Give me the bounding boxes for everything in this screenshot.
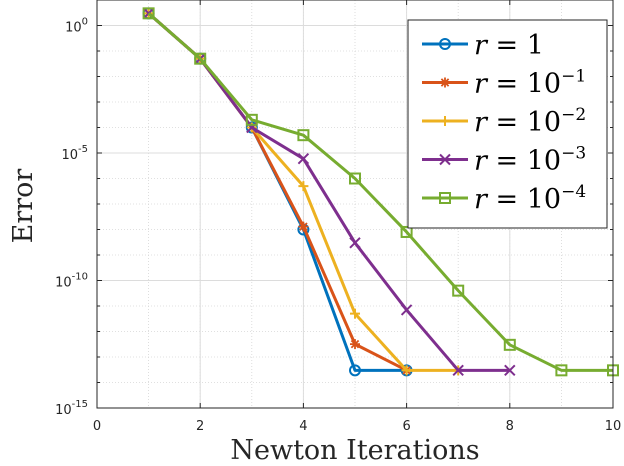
x-tick-label: 4 — [299, 419, 307, 434]
data-point — [555, 364, 568, 377]
y-tick-label: 10-15 — [55, 399, 88, 418]
data-point — [297, 129, 310, 142]
legend-marker — [439, 153, 451, 166]
x-tick-label: 0 — [93, 419, 101, 434]
legend: r = 1 r = 10−1 r = 10−2 r = 10−3 r = 10−4 — [407, 19, 608, 229]
data-point — [349, 364, 361, 377]
data-point — [298, 181, 309, 192]
x-tick-label: 2 — [196, 419, 204, 434]
data-point — [401, 365, 412, 376]
data-point — [245, 113, 258, 126]
data-point — [504, 364, 516, 377]
legend-label: r = 10−2 — [474, 105, 586, 138]
data-point — [503, 338, 516, 351]
legend-item: r = 10−4 — [422, 182, 586, 215]
series-layer — [142, 7, 619, 377]
data-point — [142, 7, 155, 20]
data-point — [400, 225, 413, 238]
legend-item: r = 10−2 — [422, 105, 586, 138]
y-tick-label: 10-10 — [55, 272, 88, 291]
x-tick-label: 8 — [506, 419, 514, 434]
series-line — [147, 12, 613, 372]
legend-item: r = 10−1 — [422, 67, 586, 100]
y-tick-label: 100 — [65, 17, 88, 36]
data-point — [350, 339, 360, 350]
x-tick-label: 10 — [605, 419, 622, 434]
x-tick-labels: 0 2 4 6 8 10 — [93, 419, 621, 434]
y-tick-labels: 100 10-5 10-10 10-15 — [55, 17, 88, 419]
legend-marker — [439, 38, 451, 50]
legend-marker — [440, 116, 450, 126]
legend-item: r = 10−3 — [422, 144, 586, 177]
y-axis-title: Error — [8, 169, 39, 244]
data-point — [298, 221, 309, 232]
data-point — [452, 284, 465, 297]
x-axis-title: Newton Iterations — [230, 435, 479, 466]
data-point — [350, 308, 360, 319]
x-tick-label: 6 — [402, 419, 410, 434]
data-point — [194, 52, 207, 65]
data-point — [349, 172, 361, 185]
data-point — [349, 237, 361, 249]
legend-label: r = 10−1 — [474, 67, 586, 100]
legend-marker — [440, 77, 450, 88]
legend-label: r = 1 — [474, 30, 544, 61]
legend-label: r = 10−3 — [474, 144, 586, 177]
data-point — [297, 152, 310, 165]
legend-item: r = 1 — [422, 30, 544, 61]
data-point — [452, 364, 464, 377]
y-tick-label: 10-5 — [61, 144, 88, 163]
axis-ticks — [96, 0, 614, 409]
legend-marker — [439, 192, 451, 204]
legend-label: r = 10−4 — [474, 182, 586, 215]
data-point — [400, 304, 413, 316]
